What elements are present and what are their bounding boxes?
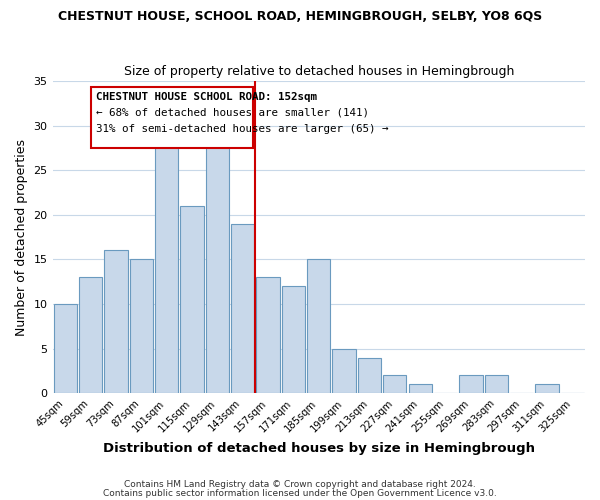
- Bar: [53, 304, 77, 393]
- Bar: [459, 376, 482, 393]
- Bar: [104, 250, 128, 393]
- Bar: [332, 348, 356, 393]
- Text: 31% of semi-detached houses are larger (65) →: 31% of semi-detached houses are larger (…: [95, 124, 388, 134]
- Text: CHESTNUT HOUSE, SCHOOL ROAD, HEMINGBROUGH, SELBY, YO8 6QS: CHESTNUT HOUSE, SCHOOL ROAD, HEMINGBROUG…: [58, 10, 542, 23]
- Bar: [79, 278, 102, 393]
- Bar: [535, 384, 559, 393]
- Bar: [383, 376, 406, 393]
- Bar: [358, 358, 381, 393]
- Text: CHESTNUT HOUSE SCHOOL ROAD: 152sqm: CHESTNUT HOUSE SCHOOL ROAD: 152sqm: [95, 92, 317, 102]
- Bar: [307, 260, 331, 393]
- Bar: [282, 286, 305, 393]
- Bar: [130, 260, 153, 393]
- X-axis label: Distribution of detached houses by size in Hemingbrough: Distribution of detached houses by size …: [103, 442, 535, 455]
- FancyBboxPatch shape: [91, 88, 253, 148]
- Bar: [409, 384, 432, 393]
- Bar: [181, 206, 203, 393]
- Bar: [256, 278, 280, 393]
- Title: Size of property relative to detached houses in Hemingbrough: Size of property relative to detached ho…: [124, 66, 514, 78]
- Bar: [155, 144, 178, 393]
- Bar: [206, 134, 229, 393]
- Y-axis label: Number of detached properties: Number of detached properties: [15, 138, 28, 336]
- Text: Contains HM Land Registry data © Crown copyright and database right 2024.: Contains HM Land Registry data © Crown c…: [124, 480, 476, 489]
- Bar: [485, 376, 508, 393]
- Bar: [231, 224, 254, 393]
- Text: Contains public sector information licensed under the Open Government Licence v3: Contains public sector information licen…: [103, 490, 497, 498]
- Text: ← 68% of detached houses are smaller (141): ← 68% of detached houses are smaller (14…: [95, 108, 368, 118]
